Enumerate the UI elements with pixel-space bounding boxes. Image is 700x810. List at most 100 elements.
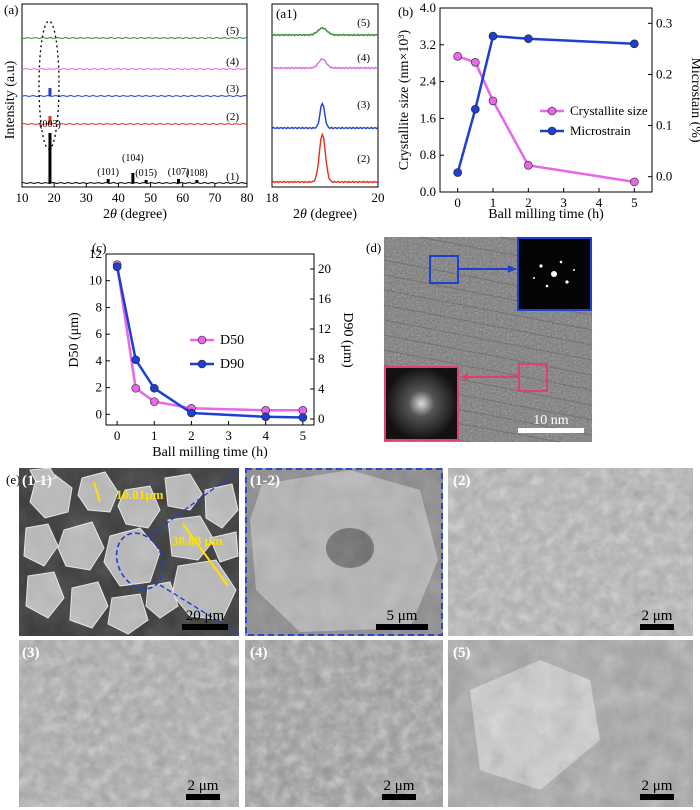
chart-a-frame xyxy=(21,3,248,188)
sem-image-5: (5) 2 μm xyxy=(448,640,693,807)
y-left-tick-label: 10 xyxy=(89,273,102,288)
sem-3-scale-label: 2 μm xyxy=(188,778,219,794)
sem-2-texture xyxy=(448,468,693,636)
measure-line-2 xyxy=(182,523,229,587)
legend-marker xyxy=(547,106,557,116)
x-tick-label: 3 xyxy=(560,195,567,210)
chart-c-left-axis-label: D50 (μm) xyxy=(67,312,82,368)
xrd-chart-a: (a) (5)(4)(3)(2)(1)(003)(101)(104)(015)(… xyxy=(3,2,254,222)
y-right-tick-label: 16 xyxy=(318,291,332,306)
y-left-tick-label: 8 xyxy=(96,299,103,314)
sem-5-texture xyxy=(448,640,693,807)
y-right-tick-label: 0 xyxy=(318,411,325,426)
sem-5-scale-label: 2 μm xyxy=(642,778,673,794)
data-point xyxy=(488,31,498,41)
x-tick-label: 30 xyxy=(80,190,93,205)
x-tick-label: 60 xyxy=(176,190,189,205)
x-tick-label: 20 xyxy=(372,190,385,205)
xrd-zoom-trace-3 xyxy=(271,101,379,130)
panel-label-a1: (a1) xyxy=(276,6,297,21)
peak-003-mark xyxy=(48,88,52,96)
legend-label: Microstrain xyxy=(570,123,631,138)
hrtem-scale-label: 10 nm xyxy=(533,413,569,428)
x-tick-label: 20 xyxy=(48,190,61,205)
data-point xyxy=(149,383,159,393)
sem-1-2-scale-label: 5 μm xyxy=(387,608,418,624)
xrd-zoom-trace-label: (2) xyxy=(357,153,370,165)
y-left-tick-label: 0.8 xyxy=(420,147,436,162)
data-point xyxy=(630,177,639,187)
x-tick-label: 2 xyxy=(525,195,532,210)
xrd-chart-a1: (a1) (5)(4)(3)(2) 18 20 2θ (degree) xyxy=(266,3,385,222)
sem-image-4: (4) 2 μm xyxy=(245,640,443,807)
hrtem-lattice-fringes xyxy=(383,236,593,443)
y-right-tick-label: 8 xyxy=(318,351,325,366)
sem-3-texture xyxy=(19,640,239,807)
data-point xyxy=(298,413,308,422)
sem-1-1-scale-bar xyxy=(182,624,228,630)
data-point xyxy=(131,355,141,365)
y-right-tick-label: 0.0 xyxy=(656,169,672,184)
y-left-tick-label: 12 xyxy=(89,246,102,261)
xrd-trace-label: (2) xyxy=(226,111,239,123)
sem-1-2-zoom-frame xyxy=(245,468,443,636)
y-right-tick-label: 12 xyxy=(318,321,331,336)
xrd-zoom-trace-label: (4) xyxy=(357,52,370,64)
xrd-trace-4 xyxy=(21,67,248,71)
xrd-trace-label: (5) xyxy=(226,25,239,37)
xrd-peak xyxy=(48,133,52,183)
legend-marker xyxy=(547,126,557,136)
y-left-tick-label: 3.2 xyxy=(420,37,436,52)
x-tick-label: 4 xyxy=(596,195,603,210)
y-left-tick-label: 2.4 xyxy=(420,74,437,89)
xrd-trace-3 xyxy=(21,94,248,98)
x-tick-label: 5 xyxy=(300,428,307,443)
chart-a-x-ticks: 10 20 30 40 50 60 70 80 xyxy=(16,183,254,205)
peak-label: (107) xyxy=(168,167,190,178)
hrtem-scale-bar xyxy=(518,428,584,433)
y-left-tick-label: 1.6 xyxy=(420,110,437,125)
fft-inset-pink xyxy=(384,366,459,441)
x-tick-label: 0 xyxy=(454,195,461,210)
y-left-tick-label: 0.0 xyxy=(420,184,436,199)
sem-image-1-2: (1-2) 5 μm xyxy=(245,468,443,636)
xrd-trace-5 xyxy=(21,36,248,40)
sem-1-2-texture xyxy=(245,468,443,636)
xrd-zoom-trace-5 xyxy=(271,26,379,37)
xrd-zoom-trace-2 xyxy=(271,132,379,184)
legend-label: Crystallite size xyxy=(570,103,648,118)
x-tick-label: 40 xyxy=(112,190,125,205)
measure-line-1 xyxy=(93,481,101,503)
chart-a1-frame xyxy=(271,3,379,188)
y-left-tick-label: 6 xyxy=(96,326,103,341)
xrd-trace-label: (4) xyxy=(226,56,239,68)
sem-3-scale-bar xyxy=(186,794,220,800)
series-line-d50 xyxy=(115,264,303,412)
hrtem-image-d: (d) 10 nm xyxy=(366,236,593,443)
sem-label-2: (2) xyxy=(453,473,471,489)
legend-marker xyxy=(197,335,207,345)
data-point xyxy=(131,383,141,393)
peak-label: (015) xyxy=(135,168,157,179)
sem-label-5: (5) xyxy=(453,645,471,661)
chart-c-right-axis-label: D90 (μm) xyxy=(340,312,355,368)
data-point xyxy=(187,408,196,418)
chart-b-frame xyxy=(439,7,653,193)
x-tick-label: 3 xyxy=(225,428,232,443)
sem-zoom-ellipse xyxy=(115,532,165,590)
x-tick-label: 70 xyxy=(208,190,221,205)
sem-2-scale-bar xyxy=(640,624,674,630)
sem-label-1-2: (1-2) xyxy=(250,473,280,489)
panel-label-c: (c) xyxy=(92,240,106,255)
chart-b-legend: Crystallite size Microstrain xyxy=(540,103,648,138)
x-tick-label: 10 xyxy=(16,190,29,205)
sem-1-1-scale-label: 20 μm xyxy=(186,608,225,624)
data-point xyxy=(524,161,533,170)
fft-spots-blue xyxy=(533,260,575,288)
x-tick-label: 4 xyxy=(262,428,269,443)
data-point xyxy=(298,406,308,415)
sem-image-2: (2) 2 μm xyxy=(448,468,693,636)
data-point xyxy=(630,39,639,49)
x-tick-label: 5 xyxy=(631,195,638,210)
